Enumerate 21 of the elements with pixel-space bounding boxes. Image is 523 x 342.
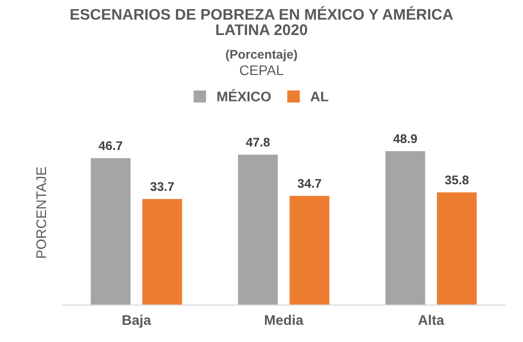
x-tick-label: Baja	[122, 314, 152, 328]
y-axis-title: PORCENTAJE	[36, 167, 46, 258]
data-label: 46.7	[98, 141, 122, 150]
legend-label: MÉXICO	[217, 88, 271, 102]
data-label: 35.8	[444, 176, 469, 184]
bar	[385, 151, 426, 306]
x-tick-label: Alta	[418, 314, 444, 325]
data-label: 34.7	[298, 178, 322, 188]
bar	[436, 192, 477, 306]
legend-label: AL	[310, 92, 328, 102]
data-label: 48.9	[393, 134, 417, 144]
chart-title: ESCENARIOS DE POBREZA EN MÉXICO Y AMÉRICA LATINA 2020	[70, 6, 453, 36]
chart-subtitle: (Porcentaje)	[226, 50, 297, 62]
data-label: 47.8	[246, 138, 270, 147]
bar	[238, 154, 278, 306]
bar	[290, 196, 330, 306]
bar	[90, 158, 131, 306]
bar	[142, 199, 182, 306]
x-tick-label: Media	[264, 314, 304, 325]
text: CEPAL	[240, 65, 284, 76]
data-label: 33.7	[150, 182, 174, 191]
